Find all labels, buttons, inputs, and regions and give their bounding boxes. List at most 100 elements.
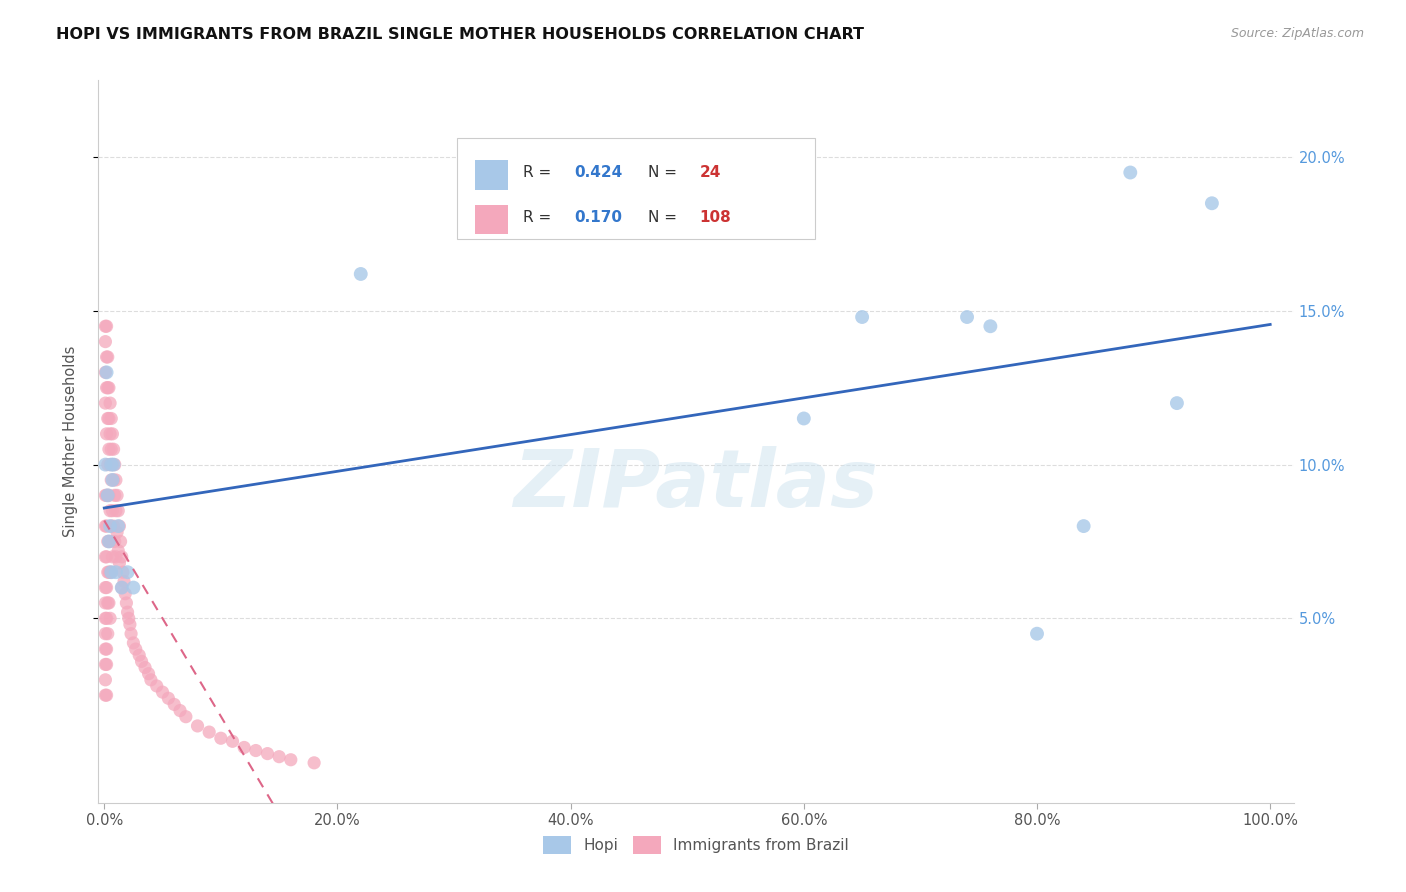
Point: [107, 504, 129, 518]
Point: [111, 581, 134, 595]
Point: [94, 365, 117, 379]
Point: [209, 731, 232, 746]
Point: [101, 473, 124, 487]
Text: ZIPatlas: ZIPatlas: [513, 446, 879, 524]
Point: [280, 753, 302, 767]
Point: [94, 519, 117, 533]
Point: [101, 426, 124, 441]
Point: [98, 565, 121, 579]
Point: [97, 596, 120, 610]
Point: [98, 504, 121, 518]
Point: [169, 704, 191, 718]
Text: N =: N =: [648, 210, 682, 225]
Point: [94, 596, 117, 610]
Point: [104, 488, 127, 502]
Point: [104, 534, 127, 549]
Point: [97, 488, 120, 502]
Point: [96, 657, 118, 672]
Point: [96, 688, 118, 702]
Point: [94, 688, 117, 702]
Point: [97, 411, 120, 425]
Point: [851, 310, 873, 324]
Point: [105, 488, 128, 502]
Point: [139, 673, 162, 687]
Point: [110, 534, 132, 549]
Point: [97, 411, 120, 425]
Point: [104, 473, 127, 487]
Point: [256, 747, 278, 761]
Point: [96, 350, 118, 364]
Point: [104, 565, 127, 579]
Point: [118, 611, 141, 625]
Point: [97, 488, 120, 502]
Point: [108, 556, 131, 570]
Point: [96, 549, 118, 564]
Point: [98, 426, 121, 441]
Point: [1119, 165, 1142, 179]
Text: HOPI VS IMMIGRANTS FROM BRAZIL SINGLE MOTHER HOUSEHOLDS CORRELATION CHART: HOPI VS IMMIGRANTS FROM BRAZIL SINGLE MO…: [56, 27, 865, 42]
Point: [1166, 396, 1188, 410]
Point: [174, 709, 197, 723]
Point: [96, 365, 118, 379]
Point: [97, 565, 120, 579]
Text: R =: R =: [523, 165, 555, 180]
Point: [108, 519, 131, 533]
Point: [98, 534, 121, 549]
FancyBboxPatch shape: [475, 161, 509, 189]
Point: [979, 319, 1001, 334]
Point: [118, 617, 141, 632]
Point: [96, 426, 118, 441]
Point: [94, 611, 117, 625]
Point: [94, 581, 117, 595]
Point: [350, 267, 373, 281]
Point: [98, 611, 121, 625]
Text: N =: N =: [648, 165, 682, 180]
Text: 0.424: 0.424: [574, 165, 623, 180]
Point: [111, 565, 134, 579]
Point: [100, 565, 122, 579]
Point: [94, 334, 117, 349]
Point: [97, 381, 120, 395]
Point: [956, 310, 979, 324]
Y-axis label: Single Mother Households: Single Mother Households: [63, 346, 77, 537]
Point: [1073, 519, 1095, 533]
Point: [94, 396, 117, 410]
FancyBboxPatch shape: [475, 205, 509, 234]
Point: [114, 587, 136, 601]
Text: 0.170: 0.170: [574, 210, 621, 225]
Point: [1026, 626, 1049, 640]
Point: [97, 534, 120, 549]
Point: [96, 642, 118, 657]
Point: [100, 473, 122, 487]
Point: [145, 679, 167, 693]
Point: [198, 725, 221, 739]
Text: 24: 24: [700, 165, 721, 180]
Point: [100, 519, 122, 533]
Text: Source: ZipAtlas.com: Source: ZipAtlas.com: [1230, 27, 1364, 40]
Point: [100, 458, 122, 472]
Point: [94, 319, 117, 334]
Point: [94, 626, 117, 640]
Point: [103, 519, 125, 533]
Point: [107, 519, 129, 533]
Point: [120, 626, 142, 640]
Point: [100, 565, 122, 579]
Point: [103, 458, 125, 472]
Point: [122, 636, 145, 650]
Point: [103, 442, 125, 457]
Point: [100, 411, 122, 425]
Point: [98, 519, 121, 533]
Point: [97, 442, 120, 457]
Point: [94, 549, 117, 564]
FancyBboxPatch shape: [457, 138, 815, 239]
Point: [97, 565, 120, 579]
Point: [101, 458, 124, 472]
Point: [117, 565, 139, 579]
Point: [115, 596, 138, 610]
Point: [128, 648, 150, 663]
Point: [111, 549, 134, 564]
Point: [104, 458, 127, 472]
Point: [104, 504, 127, 518]
Point: [122, 581, 145, 595]
Point: [111, 581, 134, 595]
